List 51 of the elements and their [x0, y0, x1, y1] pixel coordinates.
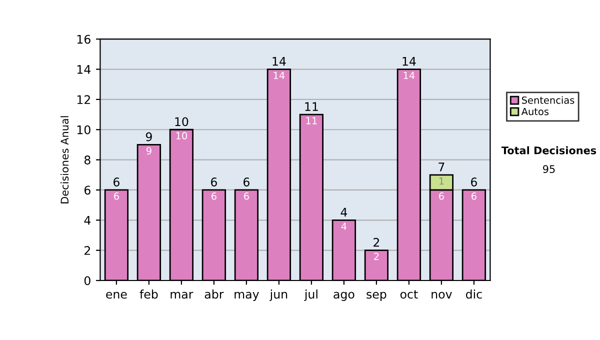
text: 95: [543, 165, 555, 174]
data-label: 11: [306, 117, 317, 124]
data-label: 1: [439, 177, 444, 185]
total-label: 14: [272, 57, 286, 66]
y-tick-label: 12: [77, 95, 90, 104]
y-tick-label: 10: [77, 125, 90, 134]
data-label: 6: [212, 192, 216, 200]
total-label: 14: [402, 57, 416, 66]
data-label: 9: [146, 147, 152, 154]
total-label: 10: [175, 117, 188, 126]
total-label: 6: [114, 178, 120, 186]
total-label: 6: [244, 178, 250, 186]
y-tick-label: 6: [84, 186, 90, 195]
y-tick-label: 0: [84, 276, 90, 286]
x-tick-label: abr: [204, 290, 224, 299]
total-label: 9: [146, 132, 152, 142]
data-label: 6: [439, 192, 444, 200]
y-axis-title: Decisiones Anual: [60, 116, 69, 204]
y-tick-label: 14: [77, 65, 91, 74]
total-label: 4: [340, 208, 348, 216]
x-tick-label: ago: [334, 292, 354, 301]
data-label: 14: [404, 72, 415, 79]
x-tick-label: sep: [366, 292, 386, 301]
legend-label: Autos: [521, 108, 549, 116]
data-label: 14: [274, 72, 285, 79]
x-tick-label: may: [234, 292, 259, 301]
data-label: 10: [176, 132, 187, 140]
total-label: 2: [374, 238, 380, 247]
data-label: 6: [472, 192, 476, 200]
data-label: 2: [374, 252, 379, 260]
total-label: 7: [438, 162, 444, 172]
y-tick-label: 8: [84, 156, 90, 164]
y-tick-label: 16: [77, 34, 90, 44]
x-tick-label: jun: [270, 290, 288, 301]
x-tick-label: feb: [140, 290, 158, 299]
x-tick-label: mar: [170, 292, 194, 299]
total-label: 6: [211, 178, 217, 186]
legend-label: Sentencias: [522, 96, 574, 104]
total-label: 6: [471, 178, 477, 186]
y-tick-label: 2: [84, 246, 90, 255]
data-label: 6: [114, 192, 119, 200]
data-label: 6: [244, 192, 249, 200]
x-tick-label: ene: [106, 292, 127, 299]
x-tick-label: nov: [432, 292, 452, 299]
x-tick-label: dic: [466, 290, 482, 299]
y-tick-label: 4: [84, 216, 91, 225]
total-label: 11: [305, 102, 318, 111]
x-tick-label: oct: [400, 290, 418, 299]
text: Total Decisiones: [501, 146, 596, 154]
x-tick-label: jul: [304, 290, 318, 301]
data-label: 4: [341, 222, 346, 230]
